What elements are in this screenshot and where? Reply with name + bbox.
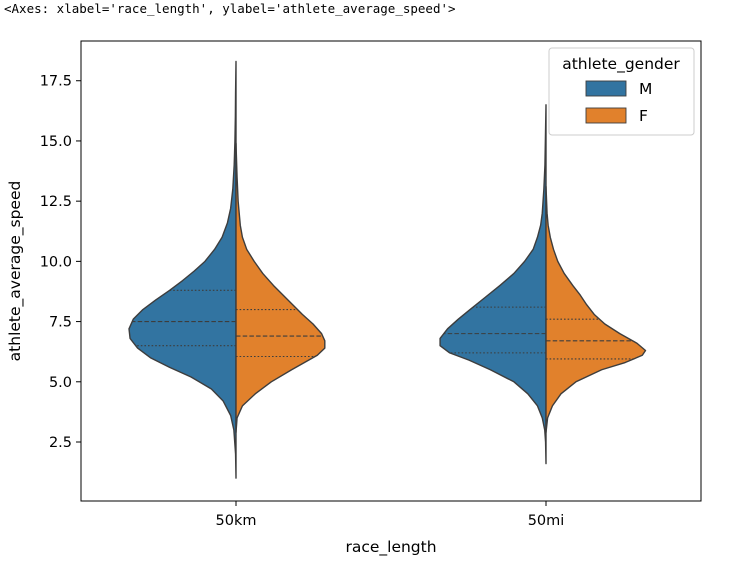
x-axis: 50km 50mi <box>216 501 565 529</box>
y-tick-label: 17.5 <box>40 74 72 90</box>
x-axis-label: race_length <box>345 538 436 557</box>
x-tick-label-50km: 50km <box>216 513 257 529</box>
violin-50km-m <box>128 60 237 479</box>
violin-layer <box>128 60 647 479</box>
violin-50km-f <box>235 142 326 434</box>
violin-50mi-m <box>439 104 547 465</box>
y-axis: 2.5 5.0 7.5 10.0 12.5 15.0 17.5 <box>40 74 81 451</box>
legend-swatch-m <box>585 80 627 97</box>
y-tick-label: 5.0 <box>49 375 72 391</box>
y-tick-label: 12.5 <box>40 194 72 210</box>
legend-label-f: F <box>639 107 648 125</box>
cell-output-text: <Axes: xlabel='race_length', ylabel='ath… <box>4 1 456 16</box>
legend: athlete_gender M F <box>548 47 695 136</box>
x-tick-label-50mi: 50mi <box>528 513 565 529</box>
y-axis-label: athlete_average_speed <box>6 181 25 362</box>
y-tick-label: 10.0 <box>40 254 72 270</box>
y-tick-label: 7.5 <box>49 315 72 331</box>
plot-frame <box>80 40 702 502</box>
y-tick-label: 15.0 <box>40 134 72 150</box>
legend-label-m: M <box>639 80 652 98</box>
y-tick-label: 2.5 <box>49 435 72 451</box>
legend-swatch-f <box>585 107 627 124</box>
legend-title: athlete_gender <box>562 55 680 74</box>
violin-50mi-f <box>545 186 647 434</box>
